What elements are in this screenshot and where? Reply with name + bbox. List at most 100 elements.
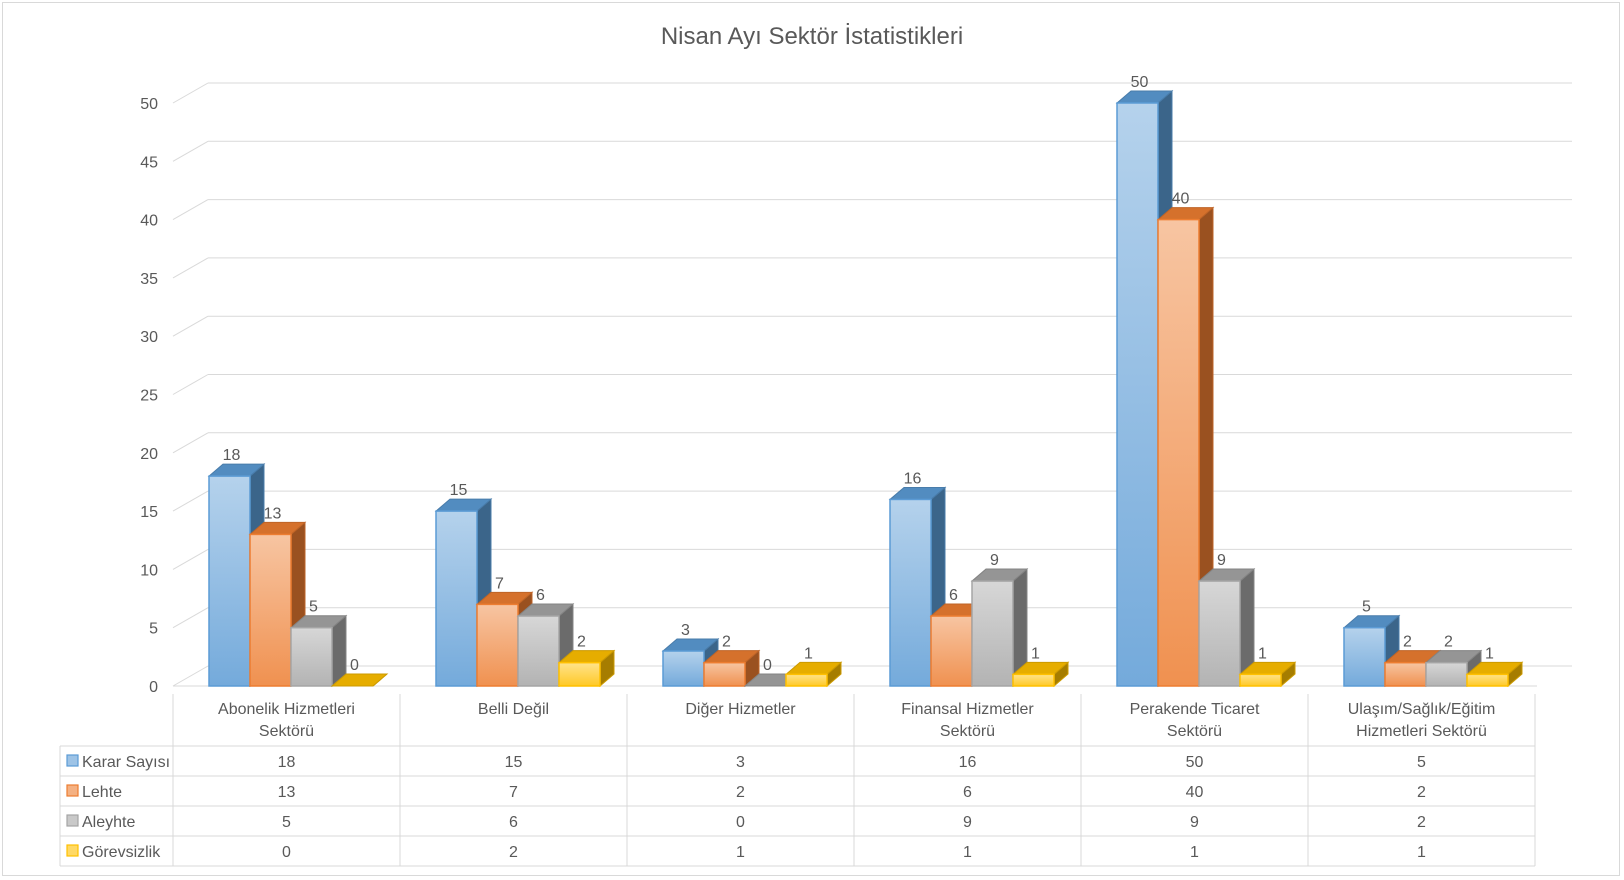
table-cell: 6 xyxy=(963,784,972,801)
bar xyxy=(784,661,843,688)
y-axis: 0 5 10 15 20 25 30 35 40 45 50 xyxy=(140,96,158,696)
bar-front xyxy=(1343,626,1386,687)
bar xyxy=(1238,661,1297,688)
data-label: 2 xyxy=(1403,634,1412,651)
data-label: 0 xyxy=(350,657,359,674)
data-label: 6 xyxy=(536,587,545,604)
bar xyxy=(1011,661,1070,688)
category-label: Hizmetleri Sektörü xyxy=(1356,723,1487,740)
table-cell: 5 xyxy=(282,814,291,831)
data-label: 5 xyxy=(1362,599,1371,616)
data-label: 5 xyxy=(309,599,318,616)
table-cell: 1 xyxy=(1190,844,1199,861)
data-label: 7 xyxy=(495,575,504,592)
data-label: 40 xyxy=(1172,191,1190,208)
bar-top xyxy=(330,673,389,687)
bar-front xyxy=(662,650,705,687)
legend-label: Görevsizlik xyxy=(82,844,161,861)
y-tick-label: 5 xyxy=(149,621,158,638)
bar-front xyxy=(476,603,519,687)
y-tick-label: 0 xyxy=(149,679,158,696)
bar-front xyxy=(208,475,251,687)
bar-front xyxy=(1239,673,1282,687)
gridline-depth xyxy=(172,665,209,687)
data-table: Abonelik Hizmetleri Sektörü Belli Değil Diğ… xyxy=(59,694,1536,867)
table-cell: 13 xyxy=(278,784,296,801)
category-label: Sektörü xyxy=(259,723,314,740)
bar-front xyxy=(889,498,932,687)
bar-front xyxy=(971,580,1014,687)
y-tick-label: 45 xyxy=(140,154,158,171)
bar-front xyxy=(1198,580,1241,687)
gridline-depth xyxy=(172,82,209,104)
data-label: 1 xyxy=(1258,645,1267,662)
table-cell: 1 xyxy=(963,844,972,861)
data-label: 1 xyxy=(1485,645,1494,662)
gridline-depth xyxy=(172,432,209,454)
table-cell: 3 xyxy=(736,754,745,771)
legend-key xyxy=(66,814,79,827)
category-label: Sektörü xyxy=(940,723,995,740)
data-label: 2 xyxy=(1444,634,1453,651)
table-cell: 1 xyxy=(736,844,745,861)
table-cell: 2 xyxy=(1417,784,1426,801)
legend-key xyxy=(66,784,79,797)
legend-label: Karar Sayısı xyxy=(82,754,170,771)
chart-title: Nisan Ayı Sektör İstatistikleri xyxy=(661,23,963,50)
bar-front xyxy=(290,626,333,687)
gridline-depth xyxy=(172,490,209,512)
gridline-depth xyxy=(172,140,209,162)
gridline-depth xyxy=(172,257,209,279)
bar xyxy=(289,614,348,688)
gridlines xyxy=(172,82,1572,687)
table-cell: 1 xyxy=(1417,844,1426,861)
data-label: 16 xyxy=(904,470,922,487)
bar-front xyxy=(930,615,973,687)
bar-front xyxy=(517,615,560,687)
table-cell: 40 xyxy=(1186,784,1204,801)
y-tick-label: 10 xyxy=(140,562,158,579)
gridline-depth xyxy=(172,548,209,570)
data-label: 0 xyxy=(763,657,772,674)
legend-key xyxy=(66,844,79,857)
bar xyxy=(330,673,389,687)
table-cell: 2 xyxy=(509,844,518,861)
bar xyxy=(970,567,1029,688)
table-cell: 50 xyxy=(1186,754,1204,771)
bar-front xyxy=(1425,661,1468,687)
bar-front xyxy=(703,661,746,687)
bar xyxy=(557,649,616,688)
y-tick-label: 40 xyxy=(140,213,158,230)
category-label: Diğer Hizmetler xyxy=(685,701,796,718)
bar xyxy=(1156,206,1215,688)
bar-front xyxy=(249,533,292,687)
table-cell: 2 xyxy=(736,784,745,801)
bar xyxy=(1465,661,1524,688)
bar-front xyxy=(1384,661,1427,687)
data-label: 18 xyxy=(223,447,241,464)
data-label: 3 xyxy=(681,622,690,639)
category-label: Belli Değil xyxy=(478,701,549,718)
bar-front xyxy=(558,661,601,687)
category-label: Finansal Hizmetler xyxy=(901,701,1034,718)
data-label: 50 xyxy=(1131,74,1149,91)
table-cell: 0 xyxy=(736,814,745,831)
category-label: Ulaşım/Sağlık/Eğitim xyxy=(1348,701,1496,718)
table-cell: 18 xyxy=(278,754,296,771)
bar-front xyxy=(1116,102,1159,687)
data-label: 9 xyxy=(1217,552,1226,569)
gridline-depth xyxy=(172,374,209,395)
bar xyxy=(516,602,575,688)
table-cell: 16 xyxy=(959,754,977,771)
legend-label: Aleyhte xyxy=(82,814,135,831)
table-cell: 0 xyxy=(282,844,291,861)
bar-front xyxy=(1012,673,1055,687)
bar-front xyxy=(1157,218,1200,687)
category-label: Sektörü xyxy=(1167,723,1222,740)
table-cell: 2 xyxy=(1417,814,1426,831)
data-label: 1 xyxy=(804,645,813,662)
table-cell: 9 xyxy=(963,814,972,831)
